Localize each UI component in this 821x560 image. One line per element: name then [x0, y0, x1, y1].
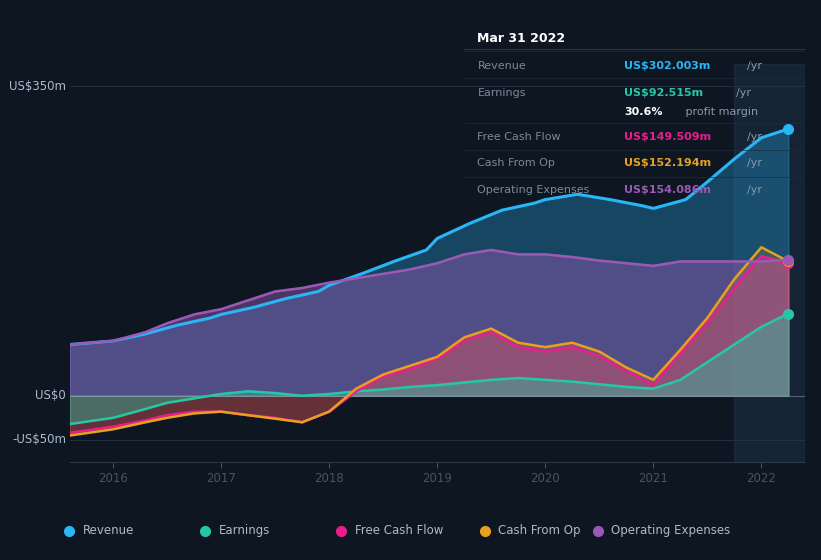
- Text: US$149.509m: US$149.509m: [624, 132, 711, 142]
- Text: profit margin: profit margin: [682, 107, 758, 117]
- Text: Operating Expenses: Operating Expenses: [612, 524, 731, 537]
- Text: Earnings: Earnings: [218, 524, 270, 537]
- Text: /yr: /yr: [747, 185, 763, 195]
- Text: Operating Expenses: Operating Expenses: [478, 185, 589, 195]
- Text: -US$50m: -US$50m: [12, 433, 67, 446]
- Text: Revenue: Revenue: [478, 61, 526, 71]
- Text: Mar 31 2022: Mar 31 2022: [478, 32, 566, 45]
- Text: /yr: /yr: [747, 61, 763, 71]
- Text: US$154.086m: US$154.086m: [624, 185, 711, 195]
- Text: /yr: /yr: [736, 88, 751, 98]
- Text: US$350m: US$350m: [9, 80, 67, 93]
- Text: US$92.515m: US$92.515m: [624, 88, 703, 98]
- Text: US$152.194m: US$152.194m: [624, 158, 711, 169]
- Text: 30.6%: 30.6%: [624, 107, 663, 117]
- Text: Cash From Op: Cash From Op: [498, 524, 580, 537]
- Text: Free Cash Flow: Free Cash Flow: [478, 132, 561, 142]
- Text: Earnings: Earnings: [478, 88, 526, 98]
- Bar: [734, 64, 805, 462]
- Text: /yr: /yr: [747, 158, 763, 169]
- Text: US$302.003m: US$302.003m: [624, 61, 710, 71]
- Text: Free Cash Flow: Free Cash Flow: [355, 524, 443, 537]
- Text: /yr: /yr: [747, 132, 763, 142]
- Text: US$0: US$0: [35, 389, 67, 402]
- Text: Cash From Op: Cash From Op: [478, 158, 555, 169]
- Text: Revenue: Revenue: [83, 524, 134, 537]
